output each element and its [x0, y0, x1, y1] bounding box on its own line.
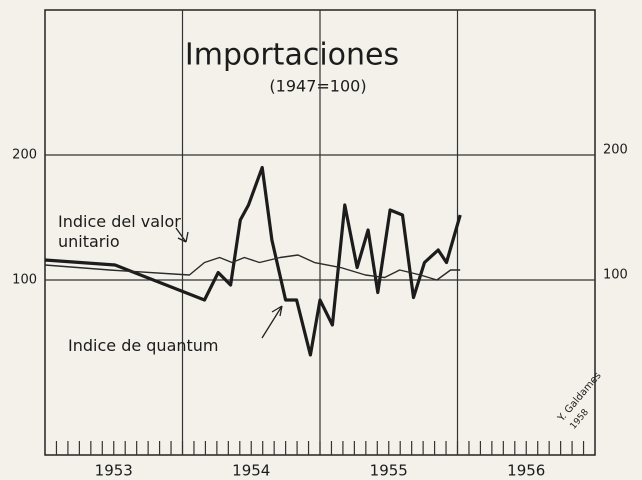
x-tick-label: 1953 — [95, 462, 133, 480]
x-tick-label: 1956 — [507, 462, 545, 480]
series-line — [44, 165, 462, 357]
x-tick-label: 1954 — [232, 462, 270, 480]
y-tick-label: 200 — [603, 143, 628, 158]
y-tick-label: 100 — [12, 273, 37, 288]
series-label: Indice de quantum — [68, 336, 219, 355]
chart-subtitle: (1947=100) — [269, 77, 366, 96]
y-tick-label: 100 — [603, 268, 628, 283]
series-label: Indice del valor unitario — [58, 212, 181, 251]
series-line — [44, 254, 461, 281]
arrow — [261, 305, 283, 339]
y-tick-label: 200 — [12, 148, 37, 163]
x-tick-label: 1955 — [370, 462, 408, 480]
chart-title: Importaciones — [185, 38, 399, 73]
